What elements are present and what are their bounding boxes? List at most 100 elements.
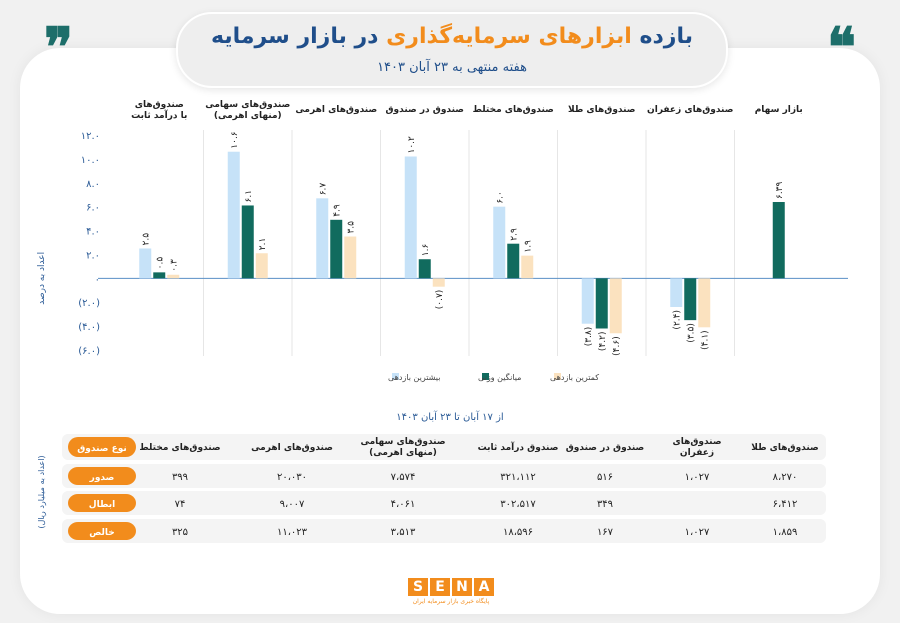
table-row-label: خالص: [89, 528, 115, 538]
table-cell: ۱۱،۰۲۳: [277, 527, 308, 538]
y-tick-label: ۱۲.۰: [81, 131, 100, 142]
table-cell: ۷،۵۷۴: [391, 472, 416, 483]
category-label: صندوق‌های اهرمی: [295, 105, 377, 115]
table-column-header: صندوق‌های مختلط: [139, 443, 220, 453]
table-cell: ۱،۸۵۹: [773, 527, 798, 538]
y-tick-label: (۴.۰): [78, 322, 100, 333]
table-cell: ۱۶۷: [597, 527, 614, 538]
data-label: ۰.۳: [169, 259, 179, 272]
table-header-row: [62, 434, 826, 460]
logo-letter: N: [452, 578, 472, 596]
table-label-pill: [68, 467, 136, 485]
legend-label: کمترین بازدهی: [550, 373, 599, 382]
category-label: صندوق‌های طلا: [568, 105, 636, 115]
category-label: بازار سهام: [755, 105, 803, 115]
page-subtitle: هفته منتهی به ۲۳ آبان ۱۴۰۳: [377, 60, 527, 75]
bar-avg: [241, 205, 254, 279]
y-tick-label: ۶.۰: [86, 203, 100, 214]
legend-swatch-avg: [482, 373, 489, 380]
sena-logo: S E N A پایگاه خبری بازار سرمایه ایران: [406, 578, 496, 605]
data-label: ۶.۳۹: [775, 181, 785, 199]
data-label: ۲.۵: [141, 233, 151, 246]
bar-avg: [595, 278, 608, 329]
table-cell: ۳۹۹: [172, 472, 188, 483]
title-part-2: ابزارهای سرمایه‌گذاری: [386, 24, 632, 49]
table-cell: ۲۰،۰۳۰: [277, 472, 307, 483]
bar-avg: [330, 219, 343, 279]
table-label-pill: [68, 437, 136, 457]
table-row-label: صدور: [89, 473, 115, 483]
table-column-header: (منهای اهرمی): [369, 448, 437, 458]
data-label: (۴.۶): [612, 336, 622, 356]
table-row: [62, 491, 826, 515]
legend-label: میانگین وزنی: [478, 372, 521, 382]
category-label: (منهای اهرمی): [214, 111, 282, 121]
category-label: صندوق‌های مختلط: [473, 105, 554, 115]
bar-min: [432, 278, 445, 287]
table-cell: ۱۸،۵۹۶: [503, 527, 533, 538]
y-tick-label: (۶.۰): [78, 346, 100, 357]
table-row: [62, 519, 826, 543]
data-label: (۳.۸): [584, 327, 594, 347]
table-column-header: صندوق‌های طلا: [751, 443, 819, 453]
bar-max: [404, 156, 417, 279]
data-label: ۳.۵: [346, 221, 356, 234]
bar-max: [670, 278, 683, 307]
table-column-header: صندوق‌های: [672, 437, 721, 447]
category-label: با درآمد ثابت: [131, 109, 187, 121]
bar-min: [609, 278, 622, 334]
table-cell: ۳۰۲،۵۱۷: [500, 499, 536, 510]
table-column-header: صندوق‌های اهرمی: [251, 443, 333, 453]
table-cell: ۱،۰۲۷: [685, 472, 710, 483]
table-cell: ۵۱۶: [597, 472, 613, 483]
data-label: ۲.۱: [258, 238, 268, 251]
bar-min: [521, 255, 534, 279]
bar-max: [227, 151, 240, 279]
table-header-label: نوع صندوق: [77, 444, 127, 454]
legend-swatch-min: [554, 373, 561, 380]
bar-avg: [418, 259, 431, 279]
table-cell: ۱،۰۲۷: [685, 527, 710, 538]
table-column-header: زعفران: [680, 448, 714, 458]
logo-letter: A: [474, 578, 494, 596]
data-label: ۴.۹: [332, 204, 342, 217]
table-cell: ۸،۲۷۰: [773, 472, 798, 483]
bar-avg: [684, 278, 697, 321]
bar-min: [344, 236, 357, 279]
table-cell: ۷۴: [175, 499, 186, 510]
logo-subtitle: پایگاه خبری بازار سرمایه ایران: [412, 598, 490, 605]
data-label: ۲.۹: [509, 228, 519, 241]
table-cell: ۳۲۱،۱۱۲: [500, 472, 535, 483]
y-tick-label: (۲.۰): [78, 298, 100, 309]
quote-close-icon: ❝: [826, 15, 856, 79]
bar-min: [255, 253, 268, 279]
bar-avg: [153, 272, 166, 279]
bar-avg: [507, 243, 520, 279]
bar-min: [167, 274, 180, 279]
data-label: ۶.۱: [244, 190, 254, 203]
title-part-3: در بازار سرمایه: [210, 24, 379, 49]
bar-max: [139, 248, 152, 279]
title-banner: بازده ابزارهای سرمایه‌گذاری در بازار سرم…: [176, 12, 728, 88]
data-label: (۳.۵): [686, 323, 696, 343]
quote-open-icon: ❞: [44, 15, 74, 79]
y-tick-label: ۲.۰: [86, 250, 100, 261]
y-axis-label: اعداد به درصد: [37, 252, 47, 305]
category-label: صندوق‌های سهامی: [205, 100, 290, 110]
bar-max: [316, 198, 329, 279]
table-cell: ۳۲۵: [172, 527, 188, 538]
data-label: (۴.۲): [598, 332, 608, 352]
table-column-header: صندوق در صندوق: [566, 443, 645, 453]
data-label: ۰.۵: [155, 257, 165, 270]
table-caption: از ۱۷ آبان تا ۲۳ آبان ۱۴۰۳: [396, 410, 503, 423]
logo-letter: E: [430, 578, 450, 596]
legend-label: بیشترین بازدهی: [388, 373, 440, 382]
data-label: ۶.۷: [318, 183, 328, 196]
data-label: ۶.۰: [495, 191, 505, 204]
page-title: بازده ابزارهای سرمایه‌گذاری در بازار سرم…: [178, 24, 726, 49]
data-label: (۴.۱): [700, 330, 710, 350]
table-cell: ۳۴۹: [597, 499, 613, 510]
table-row-label: ابطال: [89, 500, 115, 510]
table-cell: ۶،۴۱۲: [773, 499, 798, 510]
